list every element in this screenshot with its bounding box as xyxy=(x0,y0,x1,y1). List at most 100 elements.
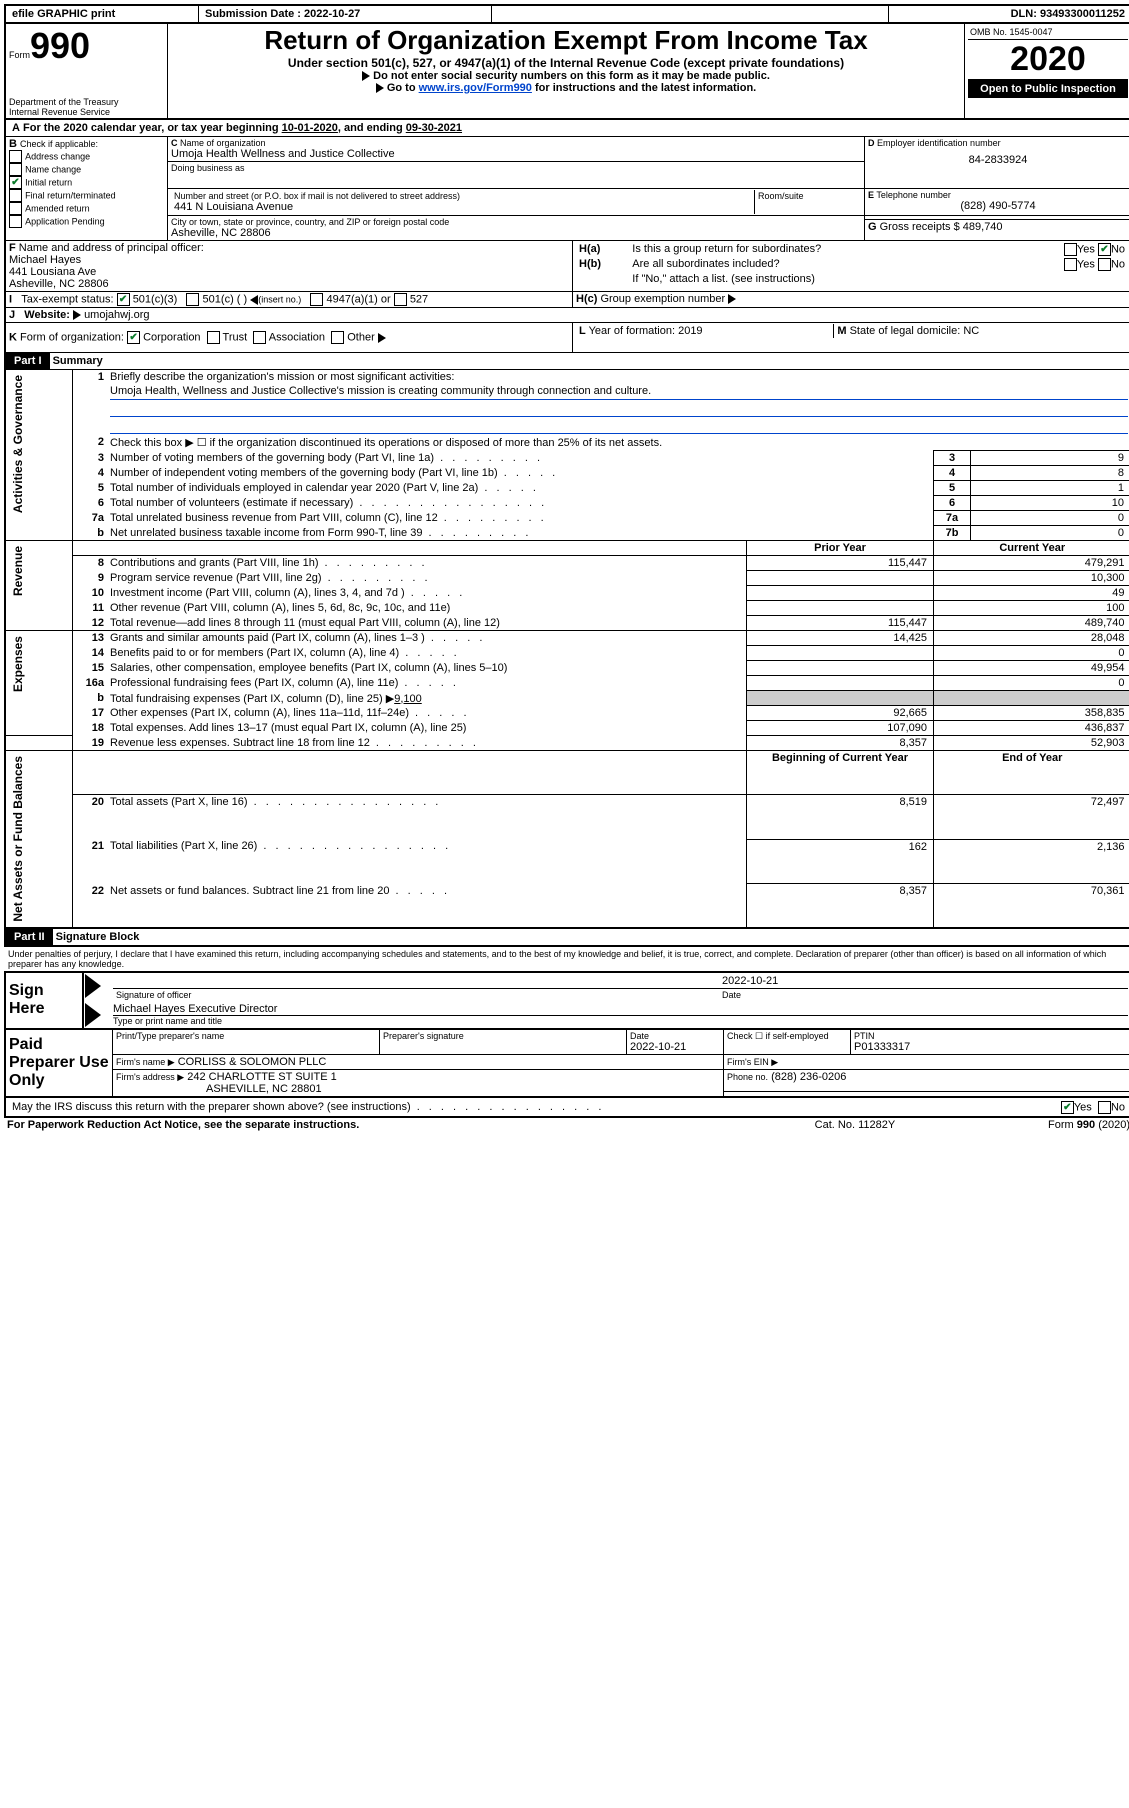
open-public-badge: Open to Public Inspection xyxy=(968,79,1128,98)
firm-phone: (828) 236-0206 xyxy=(771,1071,846,1083)
prep-date: 2022-10-21 xyxy=(630,1041,720,1053)
trust-checkbox[interactable] xyxy=(207,331,220,344)
e22: 70,361 xyxy=(934,884,1129,927)
p8: 115,447 xyxy=(747,556,934,571)
part1: Part I Summary Activities & Governance 1… xyxy=(4,353,1129,929)
instructions-link[interactable]: www.irs.gov/Form990 xyxy=(419,82,532,94)
val-7b: 0 xyxy=(971,526,1129,541)
hb-no-checkbox[interactable] xyxy=(1098,258,1111,271)
p13: 14,425 xyxy=(747,631,934,646)
val-5: 1 xyxy=(971,481,1129,496)
firm-addr2: ASHEVILLE, NC 28801 xyxy=(206,1083,322,1095)
part2: Part II Signature Block xyxy=(4,929,1129,947)
val-3: 9 xyxy=(971,451,1129,466)
mission-text: Umoja Health, Wellness and Justice Colle… xyxy=(110,385,1128,400)
hb-yes-checkbox[interactable] xyxy=(1064,258,1077,271)
amended-return-checkbox[interactable] xyxy=(9,202,22,215)
b21: 162 xyxy=(747,839,934,883)
omb-number: OMB No. 1545-0047 xyxy=(968,25,1128,40)
form-subtitle: Under section 501(c), 527, or 4947(a)(1)… xyxy=(171,56,961,70)
c18: 436,837 xyxy=(934,721,1129,736)
val-4: 8 xyxy=(971,466,1129,481)
efile-label: efile GRAPHIC print xyxy=(5,5,199,23)
side-label-exp: Expenses xyxy=(9,632,27,696)
sig-date: 2022-10-21 xyxy=(719,974,1128,989)
c8: 479,291 xyxy=(934,556,1129,571)
website: umojahwj.org xyxy=(84,309,149,321)
l16b-val: 9,100 xyxy=(394,693,422,705)
side-label-ag: Activities & Governance xyxy=(9,371,27,517)
527-checkbox[interactable] xyxy=(394,293,407,306)
firm-name: CORLISS & SOLOMON PLLC xyxy=(178,1056,327,1068)
e20: 72,497 xyxy=(934,795,1129,839)
form-number: 990 xyxy=(30,25,90,66)
c12: 489,740 xyxy=(934,616,1129,631)
page-footer: For Paperwork Reduction Act Notice, see … xyxy=(4,1118,1129,1132)
top-bar: efile GRAPHIC print Submission Date : 20… xyxy=(4,4,1129,24)
part1-header: Part I xyxy=(6,353,50,369)
ptin: P01333317 xyxy=(854,1041,1128,1053)
officer-group-block: F Name and address of principal officer:… xyxy=(4,241,1129,353)
officer-addr2: Asheville, NC 28806 xyxy=(9,278,569,290)
discuss-no-checkbox[interactable] xyxy=(1098,1101,1111,1114)
assoc-checkbox[interactable] xyxy=(253,331,266,344)
form-word: Form xyxy=(9,50,30,60)
501c3-checkbox[interactable]: ✔ xyxy=(117,293,130,306)
ein: 84-2833924 xyxy=(868,148,1128,172)
year-formation: 2019 xyxy=(678,325,702,337)
c11: 100 xyxy=(934,601,1129,616)
c17: 358,835 xyxy=(934,706,1129,721)
val-6: 10 xyxy=(971,496,1129,511)
perjury-declaration: Under penalties of perjury, I declare th… xyxy=(4,947,1129,971)
p18: 107,090 xyxy=(747,721,934,736)
dln: DLN: 93493300011252 xyxy=(889,5,1129,23)
dept-text: Department of the Treasury Internal Reve… xyxy=(9,97,164,117)
org-name: Umoja Health Wellness and Justice Collec… xyxy=(171,148,861,160)
signature-block: Sign Here 2022-10-21 Signature of office… xyxy=(4,971,1129,1030)
sign-here-label: Sign Here xyxy=(5,972,83,1029)
officer-name: Michael Hayes xyxy=(9,254,569,266)
501c-checkbox[interactable] xyxy=(186,293,199,306)
discuss-yes-checkbox[interactable]: ✔ xyxy=(1061,1101,1074,1114)
c15: 49,954 xyxy=(934,661,1129,676)
cat-number: Cat. No. 11282Y xyxy=(763,1118,946,1132)
side-label-rev: Revenue xyxy=(9,542,27,600)
street-address: 441 N Louisiana Avenue xyxy=(174,201,751,213)
line-a: A For the 2020 calendar year, or tax yea… xyxy=(4,120,1129,137)
officer-addr1: 441 Lousiana Ave xyxy=(9,266,569,278)
b20: 8,519 xyxy=(747,795,934,839)
discuss-row: May the IRS discuss this return with the… xyxy=(4,1098,1129,1118)
e21: 2,136 xyxy=(934,839,1129,883)
corp-checkbox[interactable]: ✔ xyxy=(127,331,140,344)
c14: 0 xyxy=(934,646,1129,661)
note-ssn: Do not enter social security numbers on … xyxy=(373,70,770,82)
city-state-zip: Asheville, NC 28806 xyxy=(171,227,861,239)
form-title: Return of Organization Exempt From Incom… xyxy=(171,25,961,56)
p19: 8,357 xyxy=(747,736,934,751)
paid-preparer-block: Paid Preparer Use Only Print/Type prepar… xyxy=(4,1030,1129,1098)
final-return-checkbox[interactable] xyxy=(9,189,22,202)
side-label-na: Net Assets or Fund Balances xyxy=(9,752,27,926)
p17: 92,665 xyxy=(747,706,934,721)
address-change-checkbox[interactable] xyxy=(9,150,22,163)
p12: 115,447 xyxy=(747,616,934,631)
gross-receipts: 489,740 xyxy=(963,221,1003,233)
initial-return-checkbox[interactable]: ✔ xyxy=(9,176,22,189)
other-checkbox[interactable] xyxy=(331,331,344,344)
firm-addr1: 242 CHARLOTTE ST SUITE 1 xyxy=(187,1071,337,1083)
ha-yes-checkbox[interactable] xyxy=(1064,243,1077,256)
c13: 28,048 xyxy=(934,631,1129,646)
application-pending-checkbox[interactable] xyxy=(9,215,22,228)
4947-checkbox[interactable] xyxy=(310,293,323,306)
submission-date: Submission Date : 2022-10-27 xyxy=(199,5,492,23)
state-domicile: NC xyxy=(963,325,979,337)
val-7a: 0 xyxy=(971,511,1129,526)
c19: 52,903 xyxy=(934,736,1129,751)
c9: 10,300 xyxy=(934,571,1129,586)
part2-header: Part II xyxy=(6,929,53,945)
name-change-checkbox[interactable] xyxy=(9,163,22,176)
tax-year: 2020 xyxy=(968,40,1128,79)
ha-no-checkbox[interactable]: ✔ xyxy=(1098,243,1111,256)
c16a: 0 xyxy=(934,676,1129,691)
form-header: Form990 Department of the Treasury Inter… xyxy=(4,24,1129,120)
